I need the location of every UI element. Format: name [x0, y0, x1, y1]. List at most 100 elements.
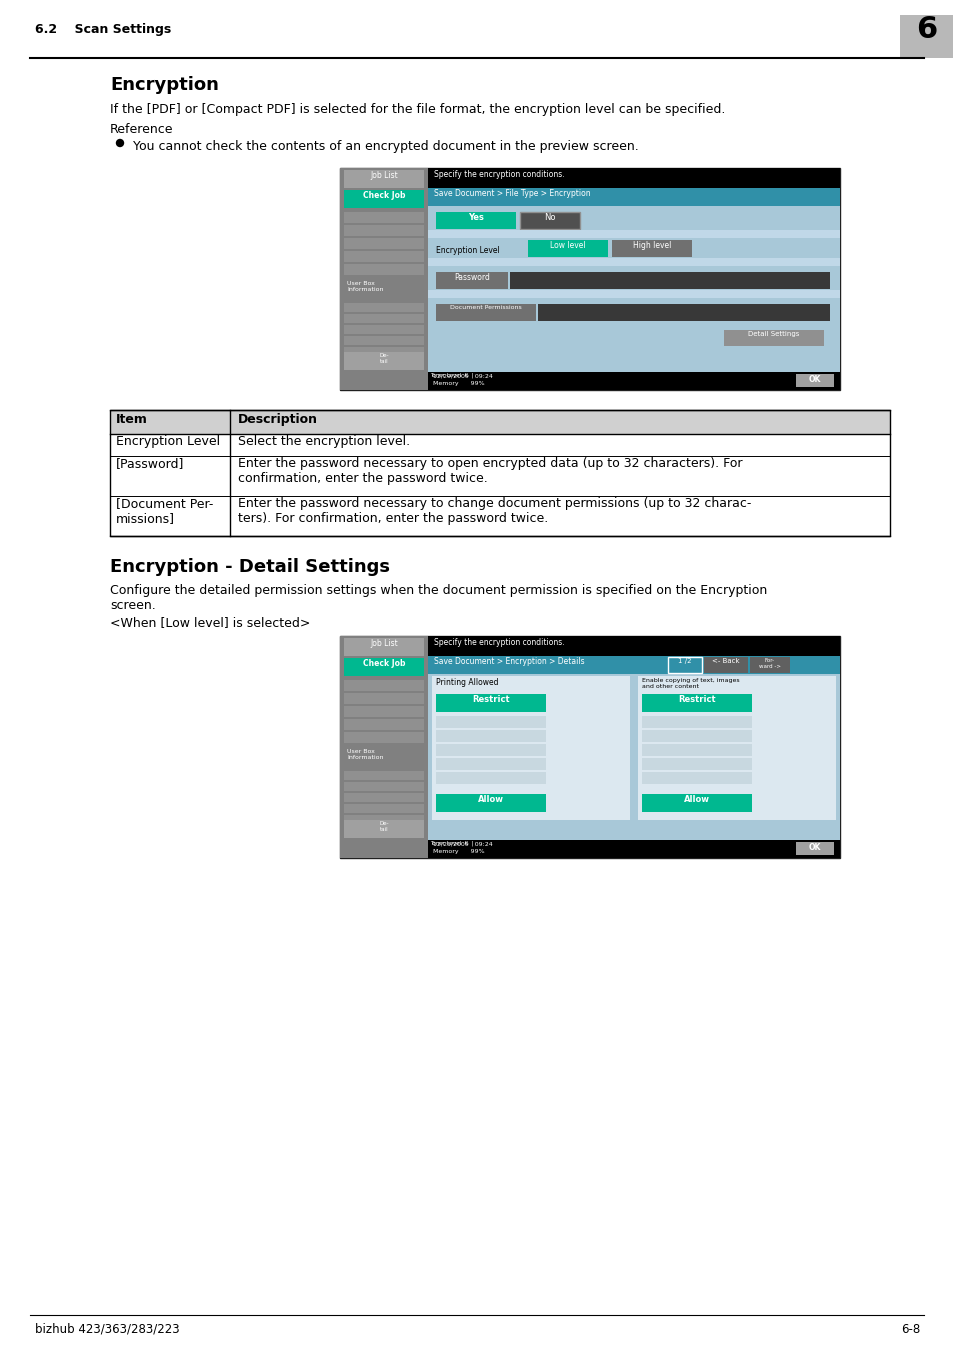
- Circle shape: [116, 139, 123, 147]
- FancyBboxPatch shape: [428, 167, 840, 188]
- Text: Enable copying of text, images
and other content: Enable copying of text, images and other…: [641, 678, 739, 688]
- FancyBboxPatch shape: [537, 304, 829, 321]
- Text: Allow: Allow: [683, 795, 709, 805]
- FancyBboxPatch shape: [436, 212, 516, 230]
- FancyBboxPatch shape: [344, 680, 423, 691]
- FancyBboxPatch shape: [641, 730, 751, 742]
- Text: User Box
Information: User Box Information: [347, 749, 383, 760]
- FancyBboxPatch shape: [641, 794, 751, 811]
- FancyBboxPatch shape: [344, 782, 423, 791]
- FancyBboxPatch shape: [344, 347, 423, 356]
- FancyBboxPatch shape: [344, 639, 423, 656]
- FancyBboxPatch shape: [432, 676, 629, 819]
- Text: OK: OK: [808, 842, 821, 852]
- Text: [Password]: [Password]: [116, 458, 184, 470]
- FancyBboxPatch shape: [428, 840, 840, 859]
- FancyBboxPatch shape: [749, 657, 789, 674]
- Text: Toner Level  K  |: Toner Level K |: [430, 841, 473, 846]
- FancyBboxPatch shape: [641, 694, 751, 711]
- Text: Configure the detailed permission settings when the document permission is speci: Configure the detailed permission settin…: [110, 585, 766, 612]
- Text: De-
tail: De- tail: [378, 821, 389, 832]
- FancyBboxPatch shape: [428, 656, 840, 674]
- Text: Reference: Reference: [110, 123, 173, 136]
- Text: Encryption: Encryption: [110, 76, 218, 95]
- FancyBboxPatch shape: [110, 495, 889, 536]
- Text: Low level: Low level: [550, 242, 585, 250]
- Text: Memory      99%: Memory 99%: [433, 381, 484, 386]
- Text: Save Document > File Type > Encryption: Save Document > File Type > Encryption: [434, 189, 590, 198]
- Text: High level: High level: [632, 242, 671, 250]
- Text: Toner Level  K  |: Toner Level K |: [430, 373, 473, 378]
- FancyBboxPatch shape: [344, 336, 423, 346]
- FancyBboxPatch shape: [344, 693, 423, 703]
- Text: 12/25/2009   09:24: 12/25/2009 09:24: [433, 841, 493, 846]
- Text: 6-8: 6-8: [900, 1323, 919, 1336]
- FancyBboxPatch shape: [612, 240, 691, 256]
- FancyBboxPatch shape: [344, 225, 423, 236]
- FancyBboxPatch shape: [110, 433, 889, 456]
- Text: Enter the password necessary to change document permissions (up to 32 charac-
te: Enter the password necessary to change d…: [237, 497, 751, 525]
- Text: Encryption - Detail Settings: Encryption - Detail Settings: [110, 558, 390, 576]
- Text: Encryption Level: Encryption Level: [116, 435, 220, 448]
- FancyBboxPatch shape: [703, 657, 747, 674]
- Text: Enter the password necessary to open encrypted data (up to 32 characters). For
c: Enter the password necessary to open enc…: [237, 458, 741, 485]
- FancyBboxPatch shape: [436, 304, 536, 321]
- Text: Check Job: Check Job: [362, 659, 405, 668]
- Text: Save Document > Encryption > Details: Save Document > Encryption > Details: [434, 657, 584, 666]
- Text: Memory      99%: Memory 99%: [433, 849, 484, 855]
- FancyBboxPatch shape: [641, 744, 751, 756]
- FancyBboxPatch shape: [899, 15, 953, 58]
- FancyBboxPatch shape: [641, 772, 751, 784]
- FancyBboxPatch shape: [344, 358, 423, 367]
- Text: Document Permissions: Document Permissions: [450, 305, 521, 310]
- FancyBboxPatch shape: [436, 730, 545, 742]
- Text: You cannot check the contents of an encrypted document in the preview screen.: You cannot check the contents of an encr…: [132, 140, 639, 153]
- Text: Description: Description: [237, 413, 317, 427]
- Text: Detail Settings: Detail Settings: [747, 331, 799, 338]
- FancyBboxPatch shape: [510, 271, 829, 289]
- FancyBboxPatch shape: [723, 329, 823, 346]
- FancyBboxPatch shape: [344, 819, 423, 838]
- FancyBboxPatch shape: [527, 240, 607, 256]
- FancyBboxPatch shape: [428, 230, 840, 238]
- FancyBboxPatch shape: [344, 302, 423, 312]
- FancyBboxPatch shape: [428, 188, 840, 207]
- Text: Yes: Yes: [468, 213, 483, 221]
- Text: Encryption Level: Encryption Level: [436, 246, 499, 255]
- Text: 1 /2: 1 /2: [678, 657, 691, 664]
- FancyBboxPatch shape: [428, 373, 840, 390]
- Text: Allow: Allow: [477, 795, 503, 805]
- FancyBboxPatch shape: [436, 772, 545, 784]
- FancyBboxPatch shape: [436, 757, 545, 769]
- FancyBboxPatch shape: [344, 238, 423, 248]
- FancyBboxPatch shape: [344, 771, 423, 780]
- FancyBboxPatch shape: [339, 636, 428, 859]
- Text: Job List: Job List: [370, 639, 397, 648]
- Text: OK: OK: [808, 375, 821, 383]
- FancyBboxPatch shape: [436, 271, 507, 289]
- Text: Item: Item: [116, 413, 148, 427]
- Text: Restrict: Restrict: [472, 695, 509, 703]
- FancyBboxPatch shape: [344, 706, 423, 717]
- Text: Password: Password: [454, 273, 490, 282]
- Text: Check Job: Check Job: [362, 190, 405, 200]
- Text: Printing Allowed: Printing Allowed: [436, 678, 498, 687]
- FancyBboxPatch shape: [428, 188, 840, 373]
- FancyBboxPatch shape: [339, 167, 840, 390]
- FancyBboxPatch shape: [641, 716, 751, 728]
- FancyBboxPatch shape: [795, 842, 833, 855]
- FancyBboxPatch shape: [436, 744, 545, 756]
- FancyBboxPatch shape: [344, 265, 423, 275]
- Text: bizhub 423/363/283/223: bizhub 423/363/283/223: [35, 1323, 179, 1336]
- FancyBboxPatch shape: [344, 732, 423, 742]
- FancyBboxPatch shape: [344, 190, 423, 208]
- Text: De-
tail: De- tail: [378, 352, 389, 363]
- FancyBboxPatch shape: [339, 167, 428, 390]
- FancyBboxPatch shape: [344, 657, 423, 676]
- Text: For-
ward ->: For- ward ->: [759, 657, 781, 668]
- FancyBboxPatch shape: [428, 290, 840, 298]
- FancyBboxPatch shape: [344, 792, 423, 802]
- Text: If the [PDF] or [Compact PDF] is selected for the file format, the encryption le: If the [PDF] or [Compact PDF] is selecte…: [110, 103, 724, 116]
- FancyBboxPatch shape: [638, 676, 835, 819]
- Text: Specify the encryption conditions.: Specify the encryption conditions.: [434, 639, 564, 647]
